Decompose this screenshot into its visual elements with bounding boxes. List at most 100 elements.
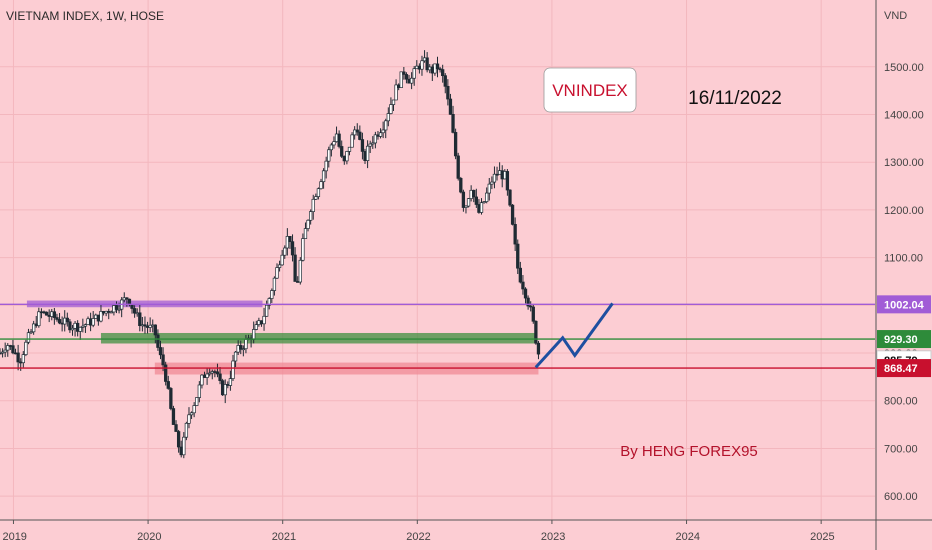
- candle-body: [241, 348, 245, 351]
- candle-body: [19, 361, 23, 364]
- candle-body: [8, 345, 13, 347]
- candle-body: [526, 297, 530, 307]
- candle-body: [236, 345, 240, 353]
- candle-body: [492, 173, 497, 183]
- candle-body: [363, 151, 367, 161]
- candle-body: [459, 178, 463, 193]
- candle-body: [16, 352, 20, 363]
- candle-body: [244, 339, 248, 350]
- candle-body: [521, 281, 525, 290]
- x-tick-label: 2022: [406, 531, 430, 543]
- candle-body: [345, 151, 349, 162]
- candle-body: [60, 322, 64, 325]
- candle-body: [257, 320, 261, 325]
- price-tag: [877, 295, 931, 314]
- price-tag-label: 1002.04: [884, 299, 925, 311]
- candle-body: [21, 354, 25, 364]
- candle-body: [88, 318, 93, 326]
- candle-body: [233, 351, 238, 362]
- candle-body: [516, 243, 520, 269]
- candle-body: [319, 181, 323, 190]
- y-tick-label: 1400.00: [884, 109, 924, 121]
- candle-body: [316, 188, 321, 197]
- candle-body: [65, 317, 69, 323]
- candle-body: [0, 352, 2, 355]
- candle-body: [86, 318, 90, 325]
- candle-body: [355, 129, 359, 133]
- candle-body: [376, 134, 380, 137]
- candle-body: [13, 352, 18, 355]
- candle-body: [135, 312, 139, 315]
- vnindex-badge: [543, 67, 637, 113]
- candle-body: [39, 311, 44, 314]
- candle-body: [220, 380, 225, 396]
- candle-body: [26, 332, 31, 343]
- candle-body: [479, 202, 484, 213]
- candle-body: [202, 374, 207, 378]
- candle-body: [497, 170, 502, 175]
- candle-body: [500, 170, 504, 180]
- candle-body: [197, 384, 201, 398]
- candle-body: [456, 155, 460, 179]
- candle-body: [94, 314, 98, 319]
- candle-body: [91, 318, 95, 326]
- candle-body: [378, 132, 383, 137]
- candle-body: [262, 315, 266, 325]
- candle-body: [508, 189, 512, 206]
- candle-body: [122, 297, 126, 301]
- candle-body: [76, 322, 80, 332]
- candle-body: [280, 254, 284, 266]
- candle-body: [531, 306, 535, 322]
- candle-body: [3, 349, 7, 353]
- candle-body: [487, 183, 491, 194]
- candle-body: [347, 146, 352, 152]
- candle-body: [166, 381, 170, 389]
- candle-body: [231, 360, 235, 379]
- candle-body: [125, 297, 129, 300]
- candle-body: [254, 324, 258, 330]
- candle-body: [252, 329, 256, 340]
- candle-body: [503, 171, 507, 180]
- candle-body: [156, 334, 160, 348]
- candle-body: [303, 228, 308, 239]
- y-tick-label: 800.00: [884, 396, 918, 408]
- candle-body: [523, 288, 528, 299]
- candle-body: [239, 345, 243, 350]
- candle-body: [73, 322, 77, 329]
- candle-body: [490, 181, 494, 185]
- candle-body: [306, 219, 310, 229]
- candle-body: [140, 324, 145, 327]
- candle-body: [415, 65, 419, 70]
- candle-body: [321, 170, 326, 183]
- candle-body: [301, 238, 305, 261]
- candle-body: [24, 341, 28, 355]
- candle-body: [391, 99, 396, 105]
- y-tick-label: 600.00: [884, 491, 918, 503]
- candle-body: [293, 254, 297, 282]
- candle-body: [433, 63, 437, 74]
- candle-body: [52, 311, 57, 318]
- price-tag: [877, 330, 931, 349]
- candle-body: [438, 68, 442, 71]
- candle-body: [435, 63, 440, 70]
- candle-body: [324, 160, 328, 172]
- candle-body: [394, 84, 398, 101]
- candle-body: [350, 134, 354, 148]
- candle-body: [68, 321, 72, 331]
- candle-body: [187, 414, 191, 424]
- candle-body: [50, 311, 54, 317]
- candle-body: [218, 373, 222, 381]
- candle-body: [337, 133, 341, 147]
- candle-body: [151, 324, 155, 327]
- candle-body: [360, 139, 365, 152]
- candle-body: [78, 326, 82, 332]
- candle-body: [518, 267, 522, 283]
- candle-body: [259, 320, 264, 325]
- candle-body: [138, 312, 142, 326]
- candle-body: [368, 143, 372, 147]
- symbol-header: VIETNAM INDEX, 1W, HOSE: [6, 9, 165, 23]
- candle-body: [412, 68, 416, 79]
- candle-body: [176, 431, 181, 448]
- candle-body: [47, 314, 51, 317]
